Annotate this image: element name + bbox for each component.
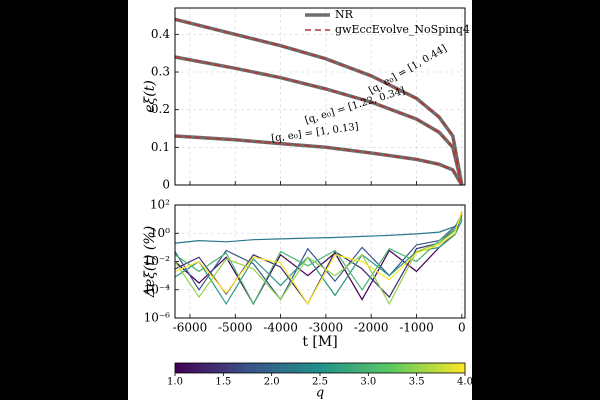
colorbar-tick-label: 2.0 [264,377,280,388]
colorbar-tick-label: 2.5 [312,377,328,388]
colorbar-tick-label: 3.5 [409,377,425,388]
x-tick-label: -1000 [399,321,434,335]
x-tick-label: -3000 [309,321,344,335]
y-tick-label: 0.1 [151,140,170,154]
x-tick-label: -2000 [354,321,389,335]
y-tick-label: 10⁰ [150,226,170,240]
colorbar-tick-label: 1.5 [215,377,231,388]
x-tick-label: -4000 [263,321,298,335]
y-tick-label: 0.4 [151,27,170,41]
legend-label: NR [335,8,354,21]
y-axis-label: eξ(t) [142,80,158,113]
x-tick-label: -5000 [218,321,253,335]
plot-frame [174,204,466,319]
y-tick-label: 10⁻⁴ [144,282,171,296]
error-curve [174,220,463,306]
colorbar-label: q [316,386,324,400]
y-tick-label: 10⁻⁶ [144,311,171,325]
x-axis-label: t [M] [302,334,337,350]
y-tick-label: 0 [162,178,170,192]
x-tick-label: -6000 [173,321,208,335]
colorbar [174,362,466,374]
error-curve [174,213,463,306]
eccentricity-curve [174,135,463,186]
y-tick-label: 0.3 [151,65,170,79]
eccentricity-curve [174,56,463,186]
y-tick-label: 0.2 [151,102,170,116]
figure-background [128,0,472,400]
error-curve [174,210,463,306]
y-tick-label: 10² [150,198,170,212]
colorbar-tick-label: 1.0 [167,377,183,388]
x-tick-label: 0 [458,321,466,335]
y-tick-label: 10⁻² [144,254,171,268]
colorbar-tick-label: 4.0 [457,377,473,388]
eccentricity-curve [174,18,463,186]
colorbar-tick-label: 3.0 [360,377,376,388]
plot-frame [174,7,466,186]
y-axis-label: Δeξ(t) (%) [142,226,158,298]
error-curve [174,216,463,244]
error-curve [174,217,463,306]
legend-label: gwEccEvolve_NoSpinq4 [335,23,470,36]
